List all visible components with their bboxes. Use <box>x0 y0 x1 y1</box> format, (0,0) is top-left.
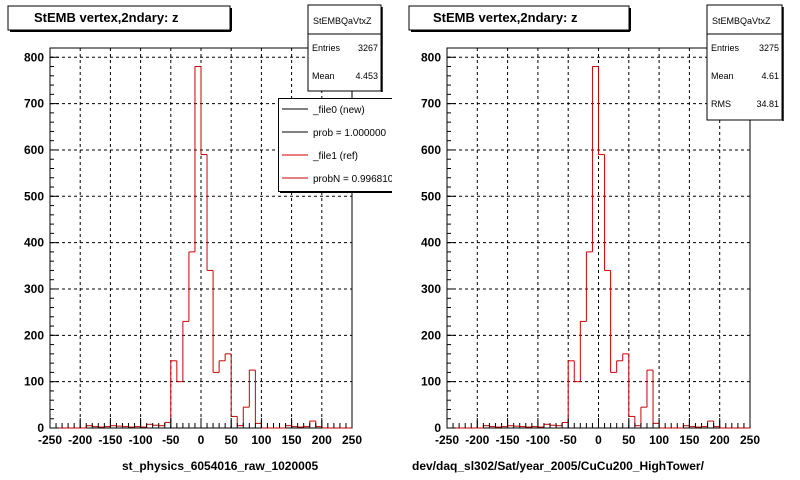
left-y-tick-label: 200 <box>24 328 44 342</box>
left-stats-mean-value: 4.453 <box>355 71 378 81</box>
left-chart-title: StEMB vertex,2ndary: z <box>34 10 179 25</box>
right-x-tick-label: 250 <box>740 433 760 447</box>
left-y-tick-label: 400 <box>24 236 44 250</box>
right-y-tick-label: 800 <box>421 50 441 64</box>
left-x-tick-label: -250 <box>38 433 62 447</box>
left-footer-label: st_physics_6054016_raw_1020005 <box>122 459 318 473</box>
right-x-tick-label: -250 <box>435 433 459 447</box>
right-histogram <box>447 66 750 429</box>
left-stats-name: StEMBQaVtxZ <box>313 16 372 26</box>
right-footer-label: dev/daq_sl302/Sat/year_2005/CuCu200_High… <box>412 459 705 473</box>
right-histogram-pad: -250 -200 -150 -100 -50 0 50 100 150 200 250 0 100 2… <box>408 4 784 473</box>
right-y-tick-label: 0 <box>434 421 441 435</box>
left-stats-box <box>307 4 382 92</box>
right-stats-entries-label: Entries <box>711 43 740 53</box>
left-x-tick-label: -50 <box>162 433 180 447</box>
legend-label-file1: _file1 (ref) <box>312 151 358 162</box>
left-x-tick-label: 150 <box>282 433 302 447</box>
right-y-tick-label: 500 <box>421 189 441 203</box>
right-x-tick-label: 0 <box>595 433 602 447</box>
left-title-box <box>7 5 231 31</box>
right-stats-mean-value: 4.61 <box>761 71 779 81</box>
left-x-tick-label: -100 <box>129 433 153 447</box>
right-y-tick-label: 300 <box>421 282 441 296</box>
left-y-ticks: 0 100 200 300 400 500 600 700 800 <box>24 47 59 435</box>
right-x-tick-label: -100 <box>526 433 550 447</box>
right-y-ticks: 0 100 200 300 400 500 600 700 800 <box>421 47 456 435</box>
left-stats-entries-label: Entries <box>312 43 341 53</box>
left-x-tick-label: 250 <box>342 433 362 447</box>
left-stats-entries-value: 3267 <box>358 43 378 53</box>
left-x-tick-label: -200 <box>68 433 92 447</box>
right-y-tick-label: 600 <box>421 143 441 157</box>
right-y-tick-label: 100 <box>421 375 441 389</box>
left-y-tick-label: 0 <box>37 421 44 435</box>
legend-label-probN: probN = 0.996810 <box>313 174 394 185</box>
right-chart-title: StEMB vertex,2ndary: z <box>433 10 578 25</box>
right-x-ticks: -250 -200 -150 -100 -50 0 50 100 150 200 250 <box>435 418 760 447</box>
legend-label-file0: _file0 (new) <box>312 105 365 116</box>
left-x-ticks: -250 -200 -150 -100 -50 0 50 100 150 200 250 <box>38 418 362 447</box>
left-x-tick-label: 200 <box>312 433 332 447</box>
right-x-tick-label: -50 <box>560 433 578 447</box>
left-x-tick-label: 0 <box>198 433 205 447</box>
left-y-tick-label: 600 <box>24 143 44 157</box>
left-histogram-pad: -250 -200 -150 -100 -50 0 50 100 150 200 250 0 100 2… <box>7 4 394 473</box>
legend-label-prob: prob = 1.000000 <box>313 128 387 139</box>
right-stats-box <box>706 4 783 121</box>
left-y-tick-label: 500 <box>24 189 44 203</box>
right-stats-entries-value: 3275 <box>759 43 779 53</box>
left-stats-mean-label: Mean <box>312 71 335 81</box>
right-stats-mean-label: Mean <box>711 71 734 81</box>
left-legend: _file0 (new) prob = 1.000000 _file1 (ref… <box>278 98 394 193</box>
left-x-tick-label: 50 <box>225 433 239 447</box>
right-y-tick-label: 400 <box>421 236 441 250</box>
right-stats-name: StEMBQaVtxZ <box>712 16 771 26</box>
left-x-tick-label: -150 <box>98 433 122 447</box>
right-y-tick-label: 700 <box>421 97 441 111</box>
left-y-tick-label: 800 <box>24 50 44 64</box>
right-x-tick-label: 50 <box>622 433 636 447</box>
right-x-tick-label: 100 <box>649 433 669 447</box>
right-x-tick-label: -150 <box>496 433 520 447</box>
right-y-tick-label: 200 <box>421 328 441 342</box>
right-x-tick-label: 150 <box>679 433 699 447</box>
left-y-tick-label: 100 <box>24 375 44 389</box>
left-y-tick-label: 300 <box>24 282 44 296</box>
right-x-tick-label: 200 <box>710 433 730 447</box>
left-x-tick-label: 100 <box>251 433 271 447</box>
left-y-tick-label: 700 <box>24 97 44 111</box>
right-stats-rms-label: RMS <box>711 99 731 109</box>
right-x-tick-label: -200 <box>465 433 489 447</box>
right-stats-rms-value: 34.81 <box>756 99 779 109</box>
